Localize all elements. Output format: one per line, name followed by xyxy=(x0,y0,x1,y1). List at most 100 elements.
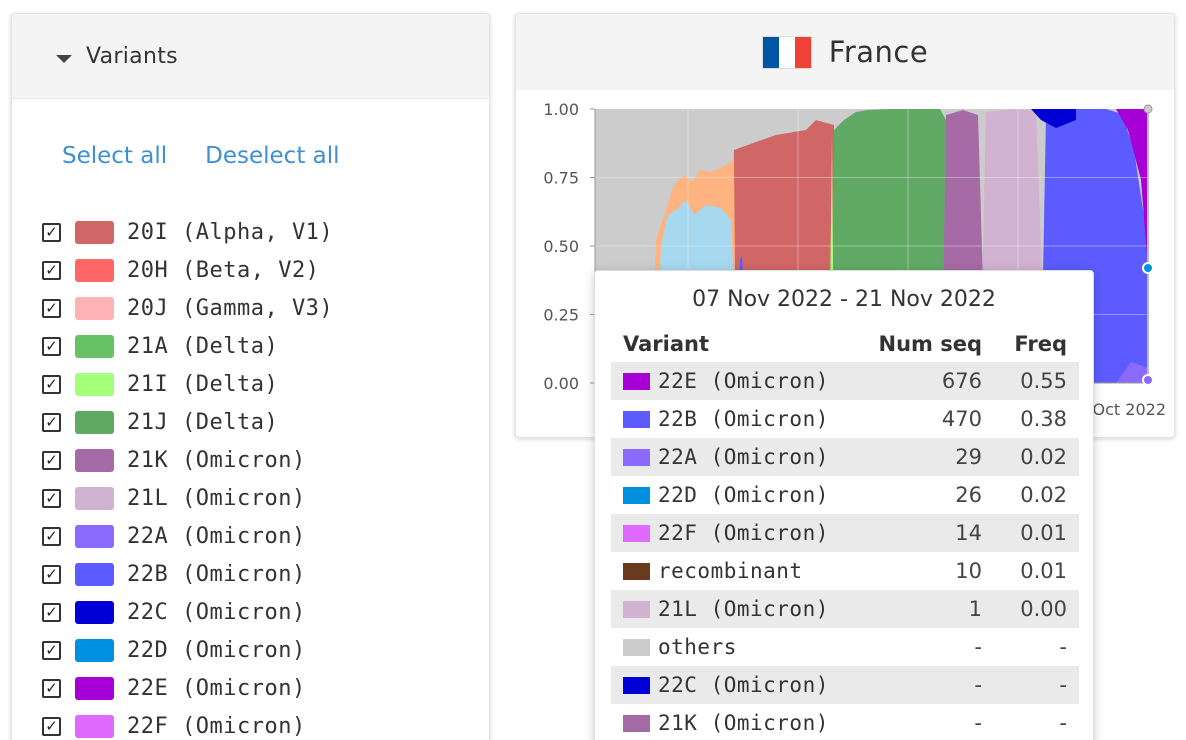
tooltip-color-swatch xyxy=(623,372,650,390)
variant-color-swatch xyxy=(75,372,114,396)
area-22A xyxy=(1116,362,1148,383)
variant-label: 21A (Delta) xyxy=(127,333,279,359)
tooltip-variant-name: 22A (Omicron) xyxy=(658,445,829,469)
variant-label: 21L (Omicron) xyxy=(127,485,306,511)
variant-color-swatch xyxy=(75,410,114,434)
caret-down-icon[interactable] xyxy=(56,55,72,63)
tooltip-variant-cell: 22D (Omicron) xyxy=(611,476,853,514)
flag-stripe-white xyxy=(778,36,795,68)
tooltip-row: 22F (Omicron) 14 0.01 xyxy=(611,514,1079,552)
variant-item[interactable]: ✓ 22E (Omicron) xyxy=(42,669,333,707)
variant-item[interactable]: ✓ 21L (Omicron) xyxy=(42,479,333,517)
variant-item[interactable]: ✓ 21I (Delta) xyxy=(42,365,333,403)
tooltip-row: 22C (Omicron) - - xyxy=(611,666,1079,704)
country-panel-header: France xyxy=(516,14,1174,90)
variant-label: 22C (Omicron) xyxy=(127,599,306,625)
tooltip-freq: 0.55 xyxy=(994,362,1079,400)
variant-color-swatch xyxy=(75,448,114,472)
variant-item[interactable]: ✓ 20I (Alpha, V1) xyxy=(42,213,333,251)
tooltip-freq: 0.00 xyxy=(994,590,1079,628)
tooltip-variant-name: 22C (Omicron) xyxy=(658,673,829,697)
variant-checkbox[interactable]: ✓ xyxy=(42,716,61,736)
variant-item[interactable]: ✓ 22F (Omicron) xyxy=(42,707,333,740)
tooltip-variant-name: 21K (Omicron) xyxy=(658,711,829,735)
tooltip-freq: - xyxy=(994,666,1079,704)
tooltip-row: 21K (Omicron) - - xyxy=(611,704,1079,740)
variant-checkbox[interactable]: ✓ xyxy=(42,374,61,394)
tooltip-color-swatch xyxy=(623,410,650,428)
tooltip-row: others - - xyxy=(611,628,1079,666)
variants-panel-header[interactable]: Variants xyxy=(12,14,489,99)
variant-item[interactable]: ✓ 22C (Omicron) xyxy=(42,593,333,631)
variant-item[interactable]: ✓ 20H (Beta, V2) xyxy=(42,251,333,289)
tooltip-variant-name: others xyxy=(658,635,737,659)
variant-label: 22D (Omicron) xyxy=(127,637,306,663)
variant-item[interactable]: ✓ 21K (Omicron) xyxy=(42,441,333,479)
header-variant: Variant xyxy=(623,332,709,356)
tooltip-color-swatch xyxy=(623,524,650,542)
variant-checkbox[interactable]: ✓ xyxy=(42,602,61,622)
tooltip-variant-name: recombinant xyxy=(658,559,803,583)
variant-item[interactable]: ✓ 22D (Omicron) xyxy=(42,631,333,669)
tooltip-num-seq: - xyxy=(852,666,994,704)
variant-checkbox[interactable]: ✓ xyxy=(42,260,61,280)
variant-checkbox[interactable]: ✓ xyxy=(42,678,61,698)
variant-checkbox[interactable]: ✓ xyxy=(42,412,61,432)
tooltip-num-seq: 29 xyxy=(852,438,994,476)
variant-label: 20J (Gamma, V3) xyxy=(127,295,334,321)
tooltip-variant-cell: 22C (Omicron) xyxy=(611,666,853,704)
y-tick-label: 0.25 xyxy=(543,306,579,325)
tooltip-row: 21L (Omicron) 1 0.00 xyxy=(611,590,1079,628)
variant-label: 22F (Omicron) xyxy=(127,713,306,739)
variant-item[interactable]: ✓ 22A (Omicron) xyxy=(42,517,333,555)
tooltip-num-seq: 10 xyxy=(955,559,982,583)
variant-checkbox[interactable]: ✓ xyxy=(42,564,61,584)
tooltip-color-swatch xyxy=(623,676,650,694)
tooltip-color-swatch xyxy=(623,448,650,466)
tooltip-color-swatch xyxy=(623,638,650,656)
tooltip-freq: 0.01 xyxy=(994,514,1079,552)
variant-color-swatch xyxy=(75,220,114,244)
variant-checkbox[interactable]: ✓ xyxy=(42,526,61,546)
tooltip-variant-cell: 21L (Omicron) xyxy=(611,590,853,628)
variant-color-swatch xyxy=(75,638,114,662)
variant-color-swatch xyxy=(75,676,114,700)
select-controls: Select all Deselect all xyxy=(62,143,340,169)
flag-stripe-red xyxy=(794,36,811,68)
tooltip-variant-cell: 22A (Omicron) xyxy=(611,438,853,476)
tooltip-variant-name: 21L (Omicron) xyxy=(658,597,829,621)
variant-label: 22B (Omicron) xyxy=(127,561,306,587)
tooltip-color-swatch xyxy=(623,714,650,732)
variant-checkbox[interactable]: ✓ xyxy=(42,222,61,242)
y-tick-label: 0.75 xyxy=(543,169,579,188)
variant-checkbox[interactable]: ✓ xyxy=(42,640,61,660)
variant-label: 21K (Omicron) xyxy=(127,447,306,473)
tooltip-row: 22A (Omicron) 29 0.02 xyxy=(611,438,1079,476)
variant-item[interactable]: ✓ 22B (Omicron) xyxy=(42,555,333,593)
tooltip-color-swatch xyxy=(623,486,650,504)
variant-label: 20H (Beta, V2) xyxy=(127,257,320,283)
tooltip-num-seq: - xyxy=(974,635,982,659)
variant-item[interactable]: ✓ 21J (Delta) xyxy=(42,403,333,441)
tooltip-num-seq: 14 xyxy=(852,514,994,552)
tooltip-num-seq: 676 xyxy=(852,362,994,400)
variant-checkbox[interactable]: ✓ xyxy=(42,450,61,470)
tooltip-freq: 0.38 xyxy=(1020,407,1067,431)
select-all-link[interactable]: Select all xyxy=(62,143,168,169)
tooltip-row: 22D (Omicron) 26 0.02 xyxy=(611,476,1079,514)
variant-checkbox[interactable]: ✓ xyxy=(42,298,61,318)
variant-item[interactable]: ✓ 20J (Gamma, V3) xyxy=(42,289,333,327)
tooltip-row: recombinant 10 0.01 xyxy=(611,552,1079,590)
tooltip-num-seq: 470 xyxy=(941,407,982,431)
variant-label: 22E (Omicron) xyxy=(127,675,306,701)
variant-checkbox[interactable]: ✓ xyxy=(42,488,61,508)
area-22C xyxy=(1031,109,1076,128)
variant-checkbox[interactable]: ✓ xyxy=(42,336,61,356)
y-tick-label: 0.50 xyxy=(543,237,579,256)
variant-item[interactable]: ✓ 21A (Delta) xyxy=(42,327,333,365)
variant-color-swatch xyxy=(75,562,114,586)
y-tick-label: 1.00 xyxy=(543,100,579,119)
tooltip-variant-name: 22D (Omicron) xyxy=(658,483,829,507)
variant-label: 20I (Alpha, V1) xyxy=(127,219,334,245)
deselect-all-link[interactable]: Deselect all xyxy=(205,143,340,169)
